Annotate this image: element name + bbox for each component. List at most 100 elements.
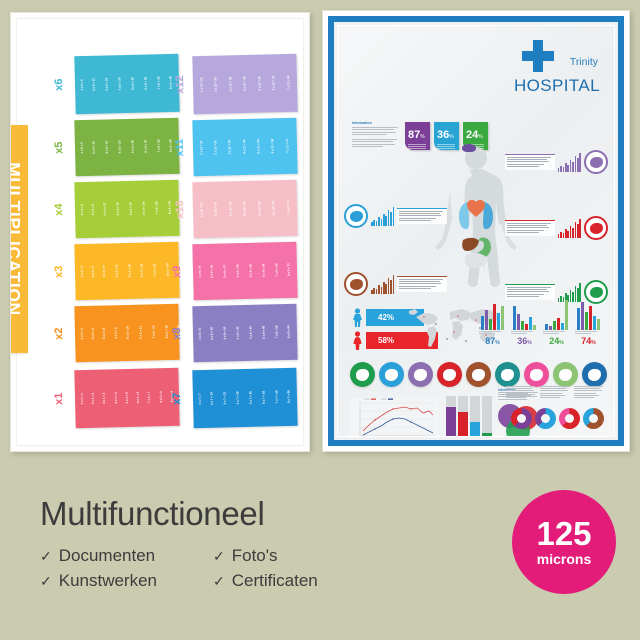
stomach-icon[interactable] — [350, 362, 375, 387]
times-table-x4[interactable]: x4 1 x 4 = 4 2 x 4 = 8 3 x 4 = 12 4 x 4 = 16… — [53, 179, 227, 239]
check-icon: ✓ — [213, 547, 225, 564]
liver-icon[interactable] — [466, 362, 491, 387]
liver-icon — [344, 272, 368, 296]
times-table-row: 3 x 2 = 6 — [102, 327, 107, 340]
times-table-row: 2 x 8 = 16 — [209, 327, 215, 341]
sleep-icon[interactable] — [553, 362, 578, 387]
times-table-row: 7 x 4 = 28 — [154, 201, 159, 215]
tooth-icon[interactable] — [495, 362, 520, 387]
times-table-row: 1 x 3 = 3 — [79, 266, 84, 278]
times-table-row: 7 x 5 = 35 — [156, 139, 161, 153]
times-table-row: 1 x 9 = 9 — [197, 266, 202, 278]
apple-icon[interactable] — [582, 362, 607, 387]
times-table-row: 1 x 8 = 8 — [197, 328, 202, 340]
times-table-x6[interactable]: x6 1 x 6 = 6 2 x 6 = 12 3 x 6 = 18 4 x 6 = 2… — [53, 53, 228, 115]
intestine-shape — [465, 252, 487, 268]
marketing-headline: Multifunctioneel — [40, 495, 265, 532]
kidney-icon[interactable] — [437, 362, 462, 387]
times-table-row: 6 x 2 = 12 — [138, 326, 143, 340]
times-table-row: 6 x 10 = 60 — [271, 201, 276, 216]
times-table-row: 3 x 9 = 27 — [222, 265, 227, 278]
times-table-row: 3 x 8 = 24 — [222, 327, 227, 340]
times-table-row: 4 x 1 = 4 — [113, 392, 118, 404]
stomach-shape — [476, 237, 491, 258]
times-table-row: 2 x 6 = 12 — [91, 78, 97, 92]
times-table-x2[interactable]: x2 1 x 2 = 2 2 x 2 = 4 3 x 2 = 6 4 x 2 = 8 5 … — [53, 303, 224, 363]
bar-chart-bars — [575, 298, 602, 330]
times-table-row: 1 x 6 = 6 — [79, 79, 84, 91]
times-table-rows: 1 x 2 = 2 2 x 2 = 4 3 x 2 = 6 4 x 2 = 8 5 x … — [74, 304, 224, 363]
times-table-label: x9 — [170, 265, 184, 278]
percentage-bar-charts: 87% 36% 24% 74% — [479, 298, 602, 346]
times-table-row: 9 x 9 = 81 — [299, 263, 305, 277]
stat-badge-unit: % — [420, 134, 425, 140]
times-table-label: x5 — [52, 141, 66, 154]
times-table-row: 6 x 11 = 66 — [270, 139, 275, 154]
times-table-row: 4 x 3 = 12 — [114, 264, 119, 278]
times-table-x8[interactable]: x8 1 x 8 = 8 2 x 8 = 16 3 x 8 = 24 4 x 8 = 3… — [171, 303, 304, 363]
information-placeholder-lines — [352, 127, 400, 148]
times-table-row: 9 x 8 = 72 — [299, 325, 305, 339]
times-table-label: x6 — [52, 78, 66, 91]
times-table-row: 1 x 5 = 5 — [79, 142, 84, 154]
callout-kidney — [504, 216, 608, 240]
bar-chart-unit: % — [527, 340, 532, 347]
times-table-rows: 1 x 5 = 5 2 x 5 = 10 3 x 5 = 15 4 x 5 = 20 5… — [74, 118, 229, 177]
microns-number: 125 — [536, 515, 592, 552]
feature-label: Foto's — [231, 546, 278, 565]
donut-chart — [583, 408, 604, 429]
times-table-row: 3 x 3 = 9 — [102, 265, 107, 278]
stat-badge-value: 87 — [408, 129, 421, 141]
times-table-rows: 1 x 10 = 10 2 x 10 = 20 3 x 10 = 30 4 x 10 … — [192, 180, 305, 239]
times-table-row: 8 x 10 = 80 — [300, 200, 305, 215]
hospital-brand-name: Trinity — [569, 56, 598, 68]
donut-chart — [559, 408, 580, 429]
times-table-x3[interactable]: x3 1 x 3 = 3 2 x 3 = 6 3 x 3 = 9 4 x 3 = 12 5… — [53, 241, 225, 301]
gender-stat-female: 58% — [352, 331, 438, 350]
check-icon: ✓ — [213, 572, 225, 589]
times-table-label: x2 — [52, 327, 66, 340]
times-table-label: x10 — [173, 200, 187, 219]
stat-badge-value: 24 — [466, 129, 479, 141]
times-table-row: 6 x 9 = 54 — [261, 264, 266, 278]
times-table-row: 4 x 10 = 40 — [242, 201, 248, 217]
times-table-x1[interactable]: x1 1 x 1 = 1 2 x 1 = 2 3 x 1 = 3 4 x 1 = 4 5 … — [53, 367, 215, 429]
bar-chart-24: 24% — [543, 298, 570, 346]
times-table-row: 7 x 1 = 7 — [147, 391, 152, 404]
heart-icon[interactable] — [524, 362, 549, 387]
callout-text-box — [397, 208, 448, 224]
times-table-row: 3 x 4 = 12 — [102, 203, 108, 217]
times-table-row: 5 x 4 = 20 — [128, 202, 133, 216]
times-table-x7[interactable]: x7 1 x 7 = 7 2 x 7 = 14 3 x 7 = 21 4 x 7 = 2… — [171, 367, 304, 429]
brain-icon[interactable] — [408, 362, 433, 387]
bar-chart-value: 74% — [581, 336, 596, 347]
times-table-x5[interactable]: x5 1 x 5 = 5 2 x 5 = 10 3 x 5 = 15 4 x 5 = 2… — [53, 117, 229, 177]
times-table-row: 1 x 10 = 10 — [199, 202, 204, 218]
times-table-x10[interactable]: x10 1 x 10 = 10 2 x 10 = 20 3 x 10 = 30 4 x … — [174, 179, 305, 239]
bar-chart-bars — [479, 298, 506, 330]
times-table-row: 4 x 2 = 8 — [113, 327, 118, 339]
donut-charts — [511, 408, 604, 429]
times-table-x12[interactable]: x12 1 x 12 = 12 2 x 12 = 24 3 x 12 = 36 4 x … — [174, 53, 305, 115]
times-table-row: 2 x 1 = 2 — [90, 393, 96, 405]
times-table-row: 9 x 7 = 63 — [299, 390, 305, 404]
line-chart-legend — [364, 398, 393, 400]
times-table-row: 8 x 11 = 88 — [299, 138, 304, 153]
bar-chart-unit: % — [591, 340, 596, 347]
hospital-infographic-poster[interactable]: Trinity HOSPITAL Information 87% 36% 24% — [322, 10, 630, 452]
bar-chart-unit: % — [495, 340, 500, 347]
feature-item: ✓ Foto's — [213, 546, 318, 566]
times-table-row: 1 x 1 = 1 — [79, 393, 84, 405]
lungs-icon[interactable] — [379, 362, 404, 387]
times-table-row: 4 x 8 = 32 — [235, 326, 240, 340]
health-icon-row — [350, 362, 607, 387]
times-table-x9[interactable]: x9 1 x 9 = 9 2 x 9 = 18 3 x 9 = 27 4 x 9 = 3… — [171, 241, 304, 301]
bar-chart-bars — [511, 298, 538, 330]
times-table-row: 7 x 9 = 63 — [274, 263, 279, 277]
times-table-row: 5 x 1 = 5 — [124, 392, 129, 404]
times-table-x11[interactable]: x11 1 x 11 = 11 2 x 11 = 22 3 x 11 = 33 4 x … — [174, 117, 304, 177]
times-table-row: 1 x 7 = 7 — [197, 393, 202, 405]
times-table-row: 2 x 7 = 14 — [209, 392, 215, 406]
microns-label: microns — [536, 551, 592, 567]
